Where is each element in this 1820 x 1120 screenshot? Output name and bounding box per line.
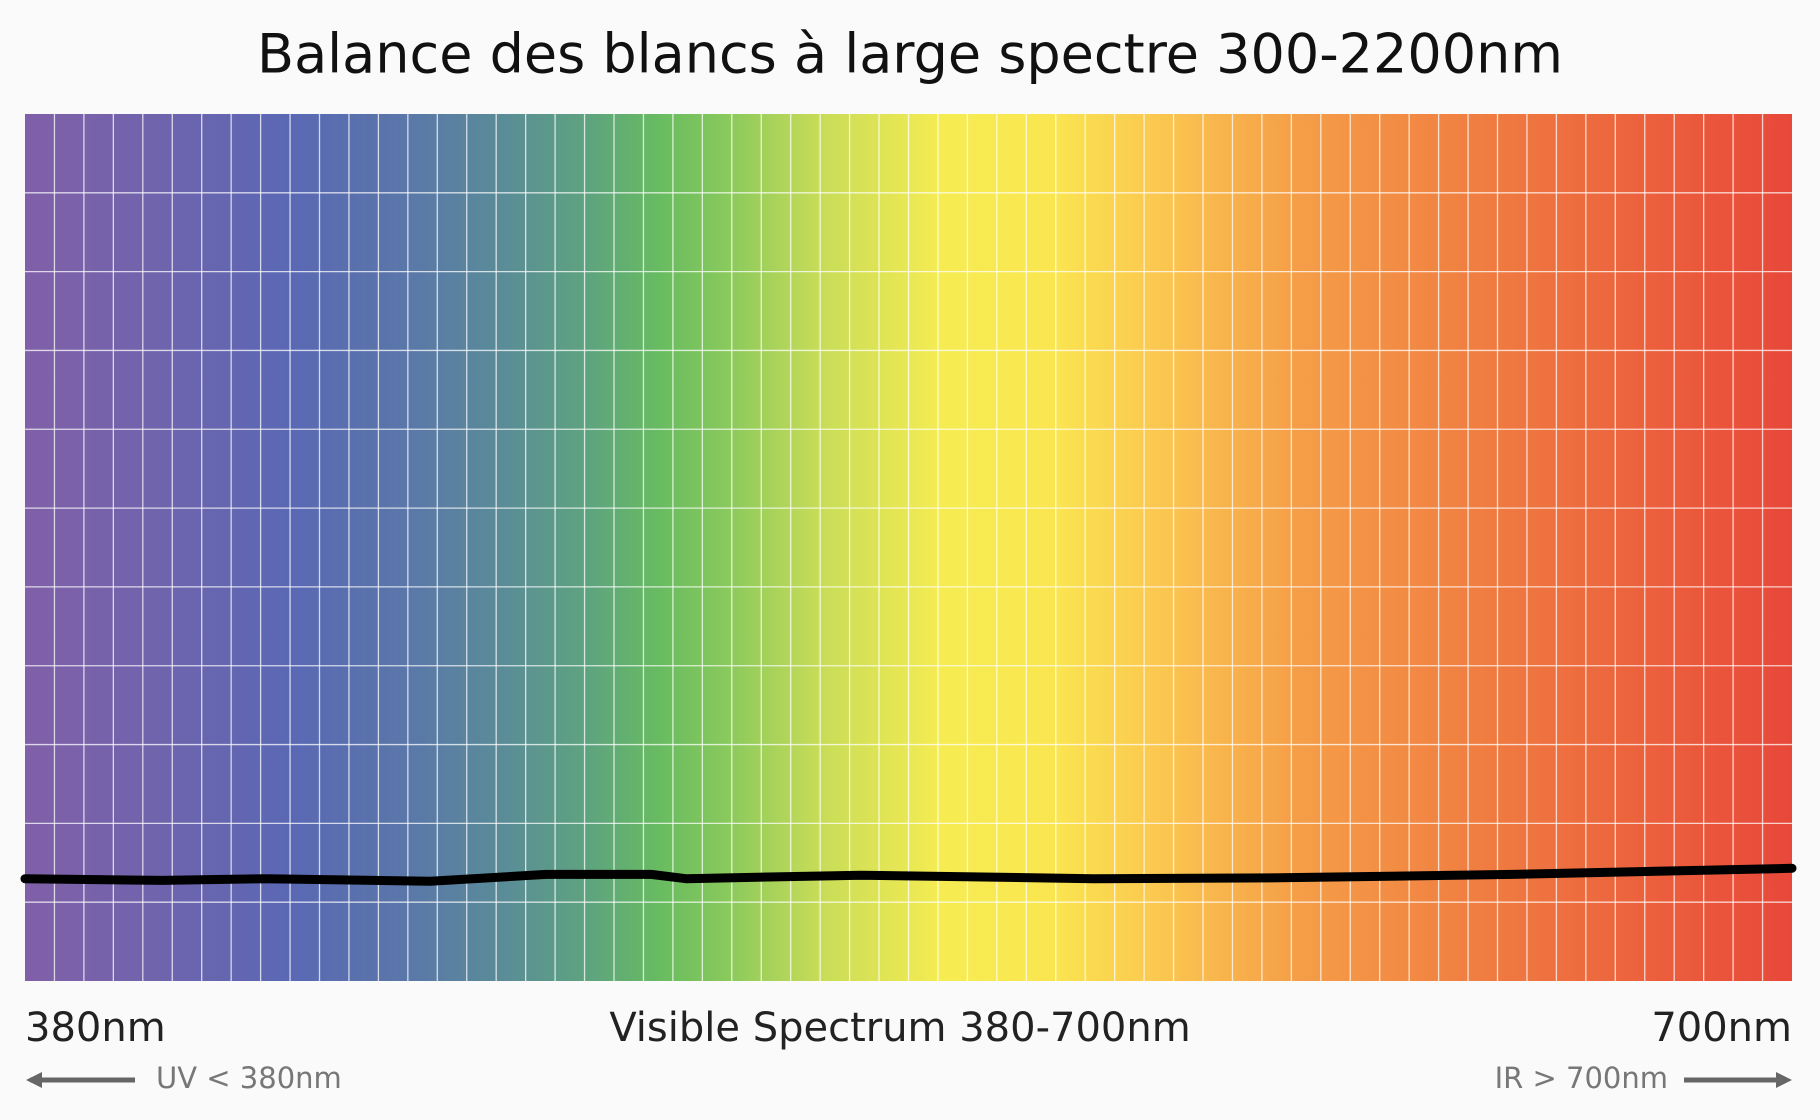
uv-arrow-head: [26, 1072, 42, 1088]
uv-annotation: UV < 380nm: [156, 1061, 342, 1095]
x-tick-label: 380nm: [25, 1005, 166, 1051]
response-line: [20, 863, 1797, 886]
ir-annotation: IR > 700nm: [1495, 1061, 1668, 1095]
x-tick-label: 700nm: [1651, 1005, 1792, 1051]
subtitle: Visible Spectrum 380-700nm: [609, 1005, 1190, 1051]
grid: [25, 114, 1792, 981]
chart-title: Balance des blancs à large spectre 300-2…: [257, 23, 1563, 86]
ir-arrow-head: [1776, 1072, 1792, 1088]
